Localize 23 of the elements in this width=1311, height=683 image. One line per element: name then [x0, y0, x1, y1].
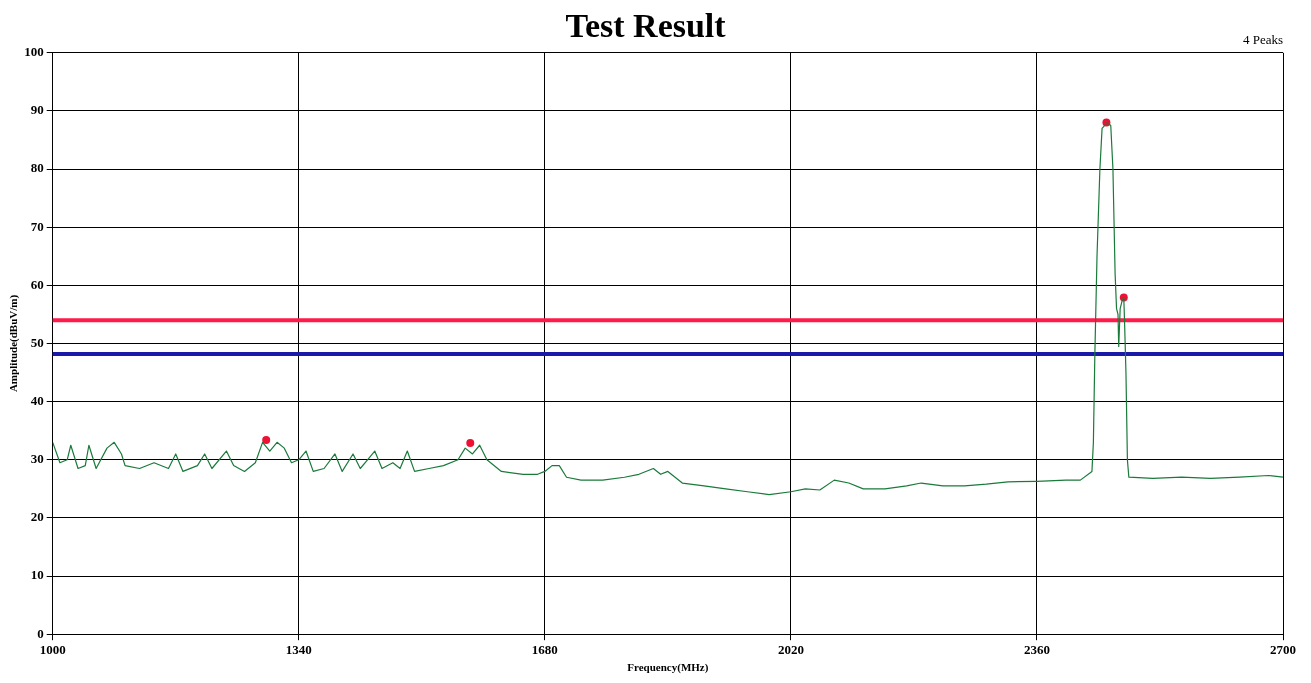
y-tick-label: 60: [30, 276, 44, 292]
x-axis-title: Frequency(MHz): [627, 661, 709, 675]
point: [262, 436, 271, 445]
y-tick-label: 80: [30, 160, 44, 176]
x-tick-label: 1000: [39, 642, 66, 658]
x-tick-label: 2020: [777, 642, 804, 658]
y-tick-label: 50: [30, 334, 44, 350]
x-tick-label: 2700: [1270, 642, 1296, 658]
x-tick-label: 1340: [285, 642, 312, 658]
y-tick-label: 10: [30, 567, 44, 583]
point: [466, 438, 475, 447]
x-tick-label: 2360: [1023, 642, 1050, 658]
y-tick-label: 70: [30, 218, 44, 234]
y-tick-label: 30: [30, 451, 44, 467]
y-tick-label: 0: [37, 625, 44, 641]
y-tick-label: 90: [30, 102, 44, 118]
y-tick-label: 100: [24, 44, 44, 60]
y-axis-title: Amplitude(dBuV/m): [7, 294, 21, 393]
y-tick-label: 40: [30, 393, 44, 408]
x-tick-label: 1680: [531, 642, 558, 658]
text: 4 Peaks: [1242, 31, 1283, 47]
y-tick-label: 20: [30, 509, 44, 525]
chart-title: Test Result: [565, 7, 727, 45]
